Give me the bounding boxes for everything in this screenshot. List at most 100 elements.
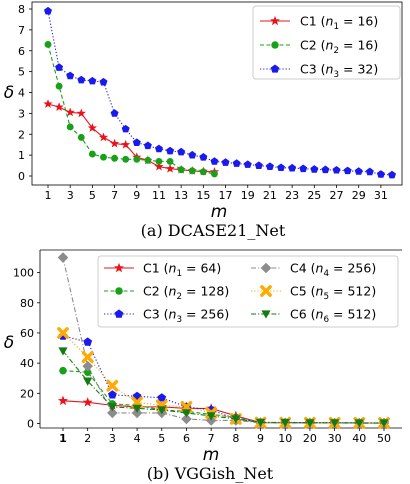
chart-a-point bbox=[211, 170, 218, 178]
chart-a-point bbox=[299, 164, 308, 173]
chart-a-legend-item: C1 (n1 = 16) bbox=[260, 14, 378, 33]
chart-b-legend-item: C2 (n2 = 128) bbox=[104, 284, 229, 302]
chart-a-point bbox=[43, 99, 53, 108]
chart-a-point bbox=[199, 168, 207, 176]
chart-b-x-tick-label: 40 bbox=[352, 432, 366, 445]
chart-b-legend: C1 (n1 = 64) C2 (n2 = 128) C3 (n3 = 256) C4… bbox=[97, 255, 399, 328]
chart-a-point bbox=[100, 153, 107, 161]
chart-b-point bbox=[181, 409, 192, 418]
chart-a-point bbox=[154, 161, 164, 171]
chart-b-legend-marker bbox=[261, 310, 271, 319]
chart-a-point bbox=[66, 71, 75, 80]
chart-a-point bbox=[310, 165, 319, 173]
chart-b-series-line bbox=[62, 257, 384, 424]
chart-a-series-3 bbox=[44, 6, 396, 179]
chart-a-point bbox=[188, 167, 196, 175]
chart-a-point bbox=[77, 133, 85, 141]
chart-a-point bbox=[177, 147, 186, 156]
chart-a-point bbox=[110, 109, 119, 117]
chart-b-y-ticks: 0 20 40 60 80 100 bbox=[13, 267, 40, 430]
chart-b-point bbox=[57, 327, 69, 339]
chart-b-x-tick-label: 3 bbox=[109, 432, 116, 445]
chart-b-x-tick-label: 20 bbox=[303, 432, 317, 445]
chart-a-point bbox=[88, 76, 97, 85]
chart-a-x-tick-label: 27 bbox=[330, 189, 344, 202]
chart-a-point bbox=[166, 146, 175, 155]
chart-a-x-tick-label: 17 bbox=[219, 189, 233, 202]
chart-a-point bbox=[277, 163, 286, 172]
chart-a-point bbox=[166, 157, 174, 165]
chart-b-point bbox=[157, 393, 167, 402]
chart-b-ylabel: δ bbox=[4, 333, 14, 353]
chart-a-x-tick-label: 5 bbox=[89, 189, 96, 202]
chart-a-point bbox=[210, 157, 219, 165]
chart-b-legend-item: C4 (n4 = 256) bbox=[251, 261, 376, 280]
chart-a-point bbox=[132, 138, 141, 146]
chart-b-y-tick-label: 20 bbox=[20, 387, 34, 400]
chart-a-plot-frame bbox=[31, 1, 403, 186]
chart-a-legend-marker bbox=[270, 15, 280, 26]
chart-a-point bbox=[288, 163, 297, 172]
chart-b-point bbox=[82, 360, 93, 372]
chart-a-x-tick-label: 11 bbox=[152, 189, 166, 202]
chart-b-legend-box bbox=[97, 255, 399, 328]
chart-b-point bbox=[81, 351, 94, 363]
chart-b-point bbox=[330, 419, 340, 428]
chart-a-x-tick-label: 25 bbox=[307, 189, 321, 202]
chart-a-point bbox=[321, 165, 330, 174]
chart-b-y-tick-label: 60 bbox=[20, 327, 34, 340]
chart-a-y-tick-label: 2 bbox=[18, 128, 25, 141]
chart-a-point bbox=[365, 167, 374, 176]
chart-a-y-tick-label: 4 bbox=[18, 87, 25, 100]
chart-b-point bbox=[206, 412, 216, 421]
chart-b-x-tick-label: 2 bbox=[84, 432, 91, 445]
chart-a-series-2 bbox=[44, 41, 218, 178]
chart-b-x-tick-label: 7 bbox=[208, 432, 215, 445]
chart-a-point bbox=[143, 141, 152, 150]
chart-b-point bbox=[83, 377, 93, 386]
chart-b: δ m (b) VGGish_Net 0 20 40 60 80 100 1 2 3 4 5 6 7 8… bbox=[4, 249, 402, 483]
chart-b-point bbox=[107, 407, 118, 419]
chart-a-x-tick-label: 19 bbox=[241, 189, 255, 202]
chart-a-point bbox=[55, 63, 64, 71]
chart-a-point bbox=[232, 159, 241, 167]
chart-a-point bbox=[343, 166, 352, 175]
chart-a-point bbox=[66, 123, 74, 131]
chart-a-point bbox=[121, 139, 131, 149]
chart-a-y-tick-label: 8 bbox=[18, 3, 25, 16]
chart-a-x-tick-label: 3 bbox=[67, 189, 74, 202]
chart-a-point bbox=[121, 124, 130, 133]
chart-b-x-tick-label: 6 bbox=[183, 432, 190, 445]
chart-b-point bbox=[57, 252, 69, 263]
chart-a-point bbox=[55, 82, 63, 90]
chart-a-series-1 bbox=[43, 99, 220, 176]
chart-a-y-tick-label: 5 bbox=[18, 66, 25, 79]
chart-a-point bbox=[122, 155, 130, 163]
chart-b-legend-label: C3 (n3 = 256) bbox=[143, 307, 229, 326]
chart-a-legend-item: C3 (n3 = 32) bbox=[260, 62, 378, 80]
chart-a-y-ticks: 0 1 2 3 4 5 6 7 8 bbox=[18, 3, 32, 183]
chart-a-point bbox=[221, 158, 230, 166]
chart-b-point bbox=[58, 347, 68, 356]
chart-b-legend-marker bbox=[115, 287, 123, 295]
chart-a-series-line bbox=[47, 103, 215, 173]
chart-b-point bbox=[379, 419, 389, 428]
chart-b-legend-label: C5 (n5 = 512) bbox=[290, 284, 376, 303]
chart-a-series bbox=[43, 6, 396, 179]
chart-a-point bbox=[388, 170, 396, 179]
chart-a-legend-label: C1 (n1 = 16) bbox=[300, 14, 378, 33]
chart-a-x-tick-label: 7 bbox=[111, 189, 118, 202]
chart-b-y-tick-label: 0 bbox=[27, 417, 34, 430]
chart-b-series-line bbox=[62, 350, 384, 424]
chart-b-y-tick-label: 40 bbox=[20, 357, 34, 370]
chart-a-point bbox=[376, 170, 385, 178]
chart-a-point bbox=[243, 160, 252, 168]
chart-b-legend-marker bbox=[114, 309, 124, 318]
chart-b-x-tick-label: 5 bbox=[158, 432, 165, 445]
chart-b-point bbox=[106, 379, 119, 392]
chart-b-y-tick-label: 100 bbox=[13, 267, 34, 280]
chart-b-y-tick-label: 80 bbox=[20, 297, 34, 310]
chart-b-legend-label: C4 (n4 = 256) bbox=[290, 261, 376, 280]
chart-a-x-tick-label: 29 bbox=[352, 189, 366, 202]
